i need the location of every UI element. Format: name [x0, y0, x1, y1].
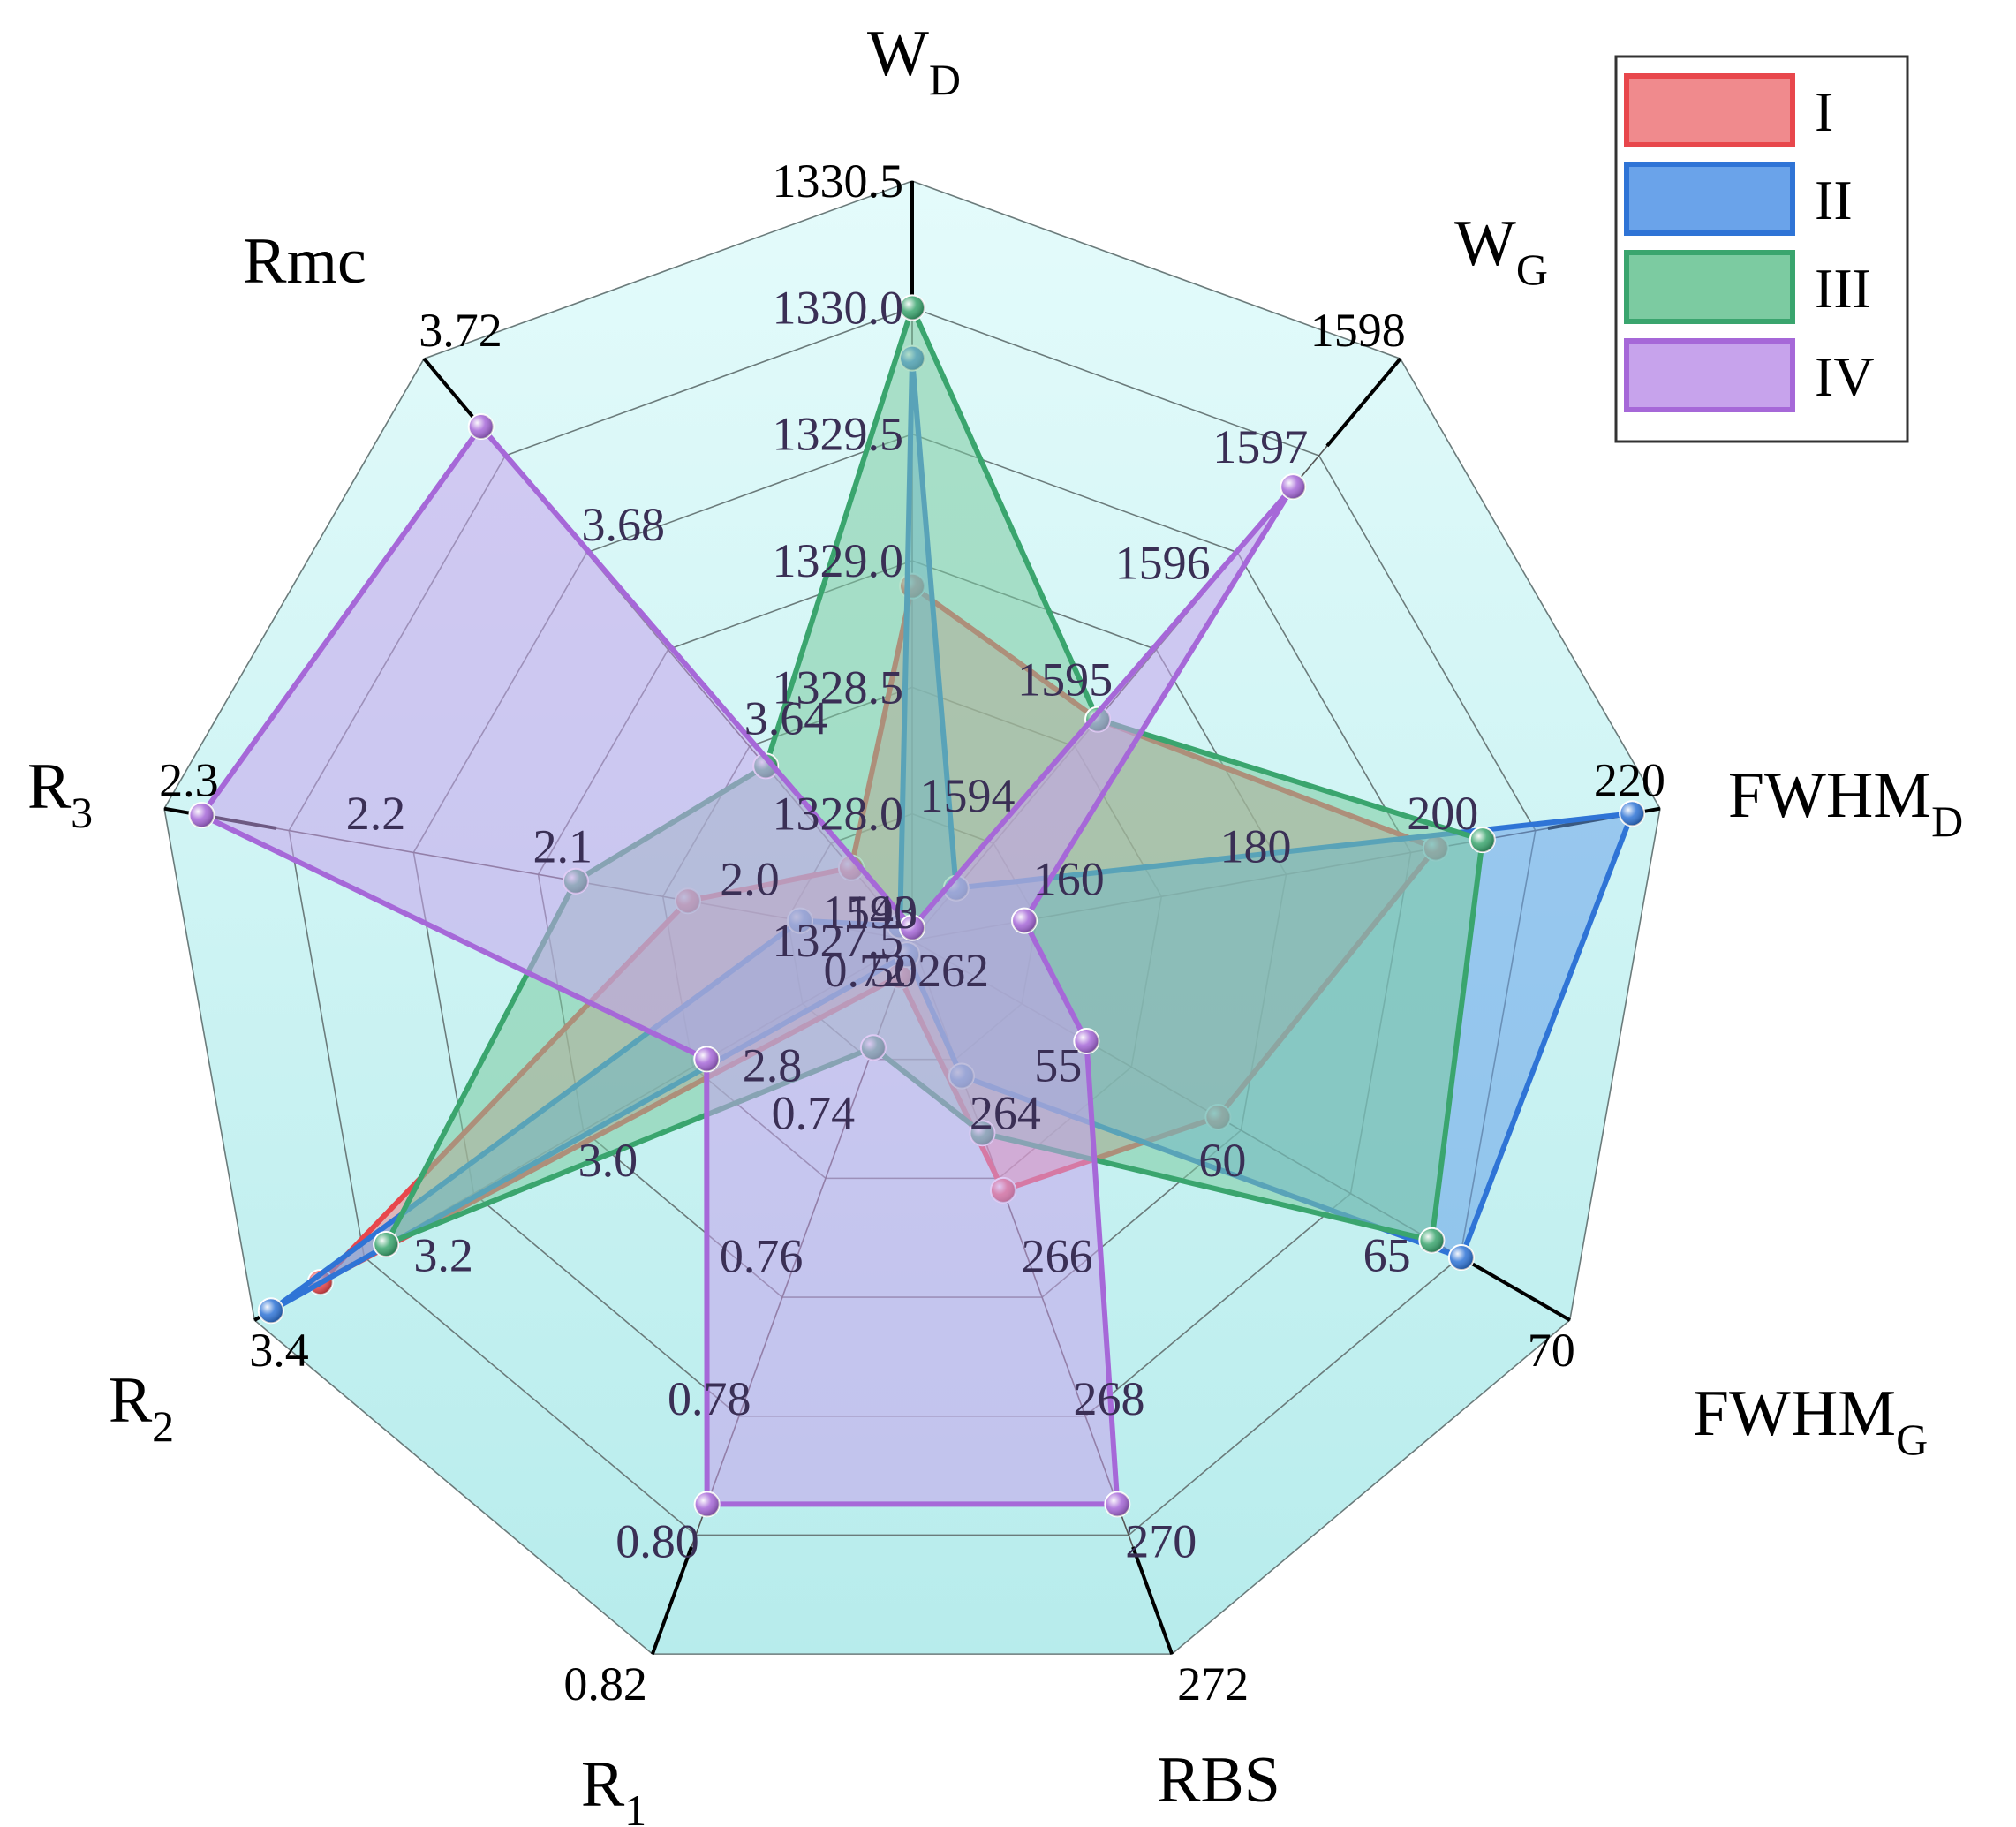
- data-point-shine: [1280, 474, 1306, 500]
- tick-label: 55: [1034, 1039, 1082, 1092]
- radar-tick-labels: 1327.5 1328.0 1328.5 1329.0 1329.5 1330.0 1330…: [159, 155, 1665, 1710]
- data-point-shine: [374, 1232, 399, 1257]
- tick-label: 50: [870, 944, 917, 997]
- data-point-shine: [1074, 1028, 1099, 1053]
- data-point-shine: [1105, 1491, 1130, 1517]
- axis-title: WD: [867, 18, 961, 104]
- data-point-shine: [694, 1491, 720, 1517]
- series-IV: [188, 413, 1307, 1518]
- data-point-shine: [468, 414, 494, 440]
- tick-label: 272: [1177, 1657, 1249, 1710]
- tick-label: 70: [1528, 1324, 1575, 1377]
- tick-label: 1597: [1212, 420, 1308, 473]
- tick-label: 180: [1219, 819, 1291, 872]
- legend-swatch: [1624, 73, 1795, 147]
- legend-label: IV: [1815, 345, 1875, 408]
- tick-label: 60: [1198, 1134, 1246, 1187]
- tick-label: 3.4: [249, 1324, 309, 1377]
- legend-label: II: [1815, 169, 1853, 231]
- tick-label: 3.0: [578, 1134, 638, 1187]
- legend-swatch: [1624, 338, 1795, 412]
- tick-label: 1330.5: [773, 155, 904, 208]
- tick-label: 262: [917, 944, 989, 997]
- tick-label: 0.74: [772, 1087, 856, 1140]
- data-point-shine: [189, 803, 215, 828]
- tick-label: 2.8: [743, 1039, 803, 1092]
- axis-title: R2: [109, 1364, 174, 1451]
- data-point-shine: [258, 1298, 283, 1324]
- axis-line-outer: [650, 1546, 693, 1655]
- tick-label: 0.82: [563, 1657, 647, 1710]
- tick-label: 0.72: [824, 944, 908, 997]
- tick-label: 0.80: [615, 1515, 699, 1568]
- tick-label: 1330.0: [773, 281, 904, 334]
- axis-title: R3: [27, 751, 93, 837]
- tick-label: 3.68: [581, 498, 665, 551]
- data-point-shine: [1620, 801, 1645, 827]
- data-point-shine: [900, 915, 925, 940]
- tick-label: 1595: [1017, 653, 1113, 706]
- axis-title: FWHMG: [1693, 1378, 1928, 1464]
- tick-label: 264: [970, 1087, 1041, 1140]
- tick-label: 220: [1594, 754, 1665, 807]
- tick-label: 266: [1022, 1229, 1093, 1282]
- tick-label: 2.0: [720, 853, 780, 906]
- axis-title: R1: [581, 1748, 646, 1827]
- legend-swatch: [1624, 250, 1795, 324]
- data-point-shine: [1012, 908, 1038, 933]
- axis-line-outer: [1131, 1546, 1174, 1655]
- legend-label: III: [1815, 257, 1871, 320]
- legend-label: I: [1815, 80, 1833, 143]
- tick-label: 1327.5: [773, 914, 904, 967]
- tick-label: 270: [1125, 1515, 1197, 1568]
- radar-series: [188, 294, 1646, 1518]
- tick-label: 1329.5: [773, 408, 904, 461]
- legend-swatch: [1624, 162, 1795, 236]
- axis-title: Rmc: [243, 225, 366, 298]
- axis-line-outer: [1470, 1261, 1571, 1322]
- tick-label: 65: [1363, 1229, 1411, 1282]
- tick-label: 1593: [822, 886, 917, 939]
- tick-label: 2.2: [346, 787, 406, 840]
- tick-label: 0.76: [720, 1229, 804, 1282]
- tick-label: 2.3: [159, 754, 219, 807]
- data-point-shine: [694, 1046, 720, 1072]
- grid-ring: [163, 180, 1661, 1655]
- tick-label: 1329.0: [773, 534, 904, 587]
- data-point-shine: [1469, 827, 1495, 853]
- tick-label: 268: [1073, 1372, 1144, 1425]
- data-point-shine: [1419, 1227, 1445, 1253]
- axis-title: RBS: [1157, 1744, 1280, 1816]
- tick-label: 1596: [1115, 537, 1211, 590]
- axis-line-outer: [1325, 357, 1402, 448]
- radar-axis-titles: WD WG FWHMD FWHMG RBS R1 R2 R3 Rmc: [27, 18, 1963, 1827]
- series-area-IV: [199, 424, 1296, 1507]
- tick-label: 1328.0: [773, 788, 904, 841]
- tick-label: 1328.5: [773, 661, 904, 713]
- tick-label: 2.1: [533, 819, 593, 872]
- data-point-shine: [900, 295, 925, 321]
- tick-label: 3.64: [744, 691, 828, 744]
- axis-title: FWHMD: [1728, 759, 1963, 846]
- tick-label: 160: [1033, 853, 1105, 906]
- tick-label: 3.2: [413, 1229, 472, 1282]
- tick-label: 140: [846, 886, 917, 939]
- tick-label: 3.72: [419, 304, 502, 357]
- tick-label: 0.78: [668, 1372, 751, 1425]
- tick-label: 200: [1407, 787, 1478, 840]
- axis-title: WG: [1454, 208, 1548, 294]
- tick-label: 1598: [1310, 304, 1406, 357]
- data-point-shine: [1448, 1245, 1474, 1271]
- tick-label: 1594: [920, 769, 1016, 822]
